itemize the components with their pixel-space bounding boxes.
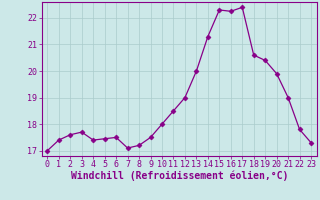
X-axis label: Windchill (Refroidissement éolien,°C): Windchill (Refroidissement éolien,°C): [70, 171, 288, 181]
